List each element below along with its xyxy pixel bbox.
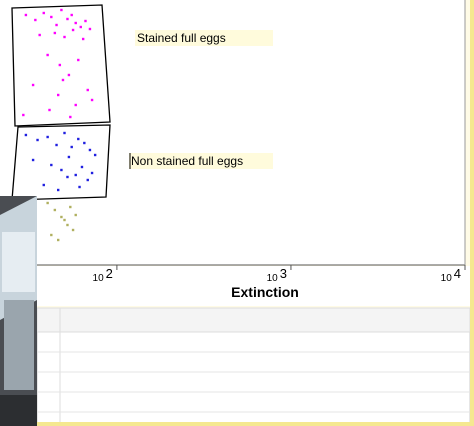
point [66, 17, 69, 21]
point [66, 223, 69, 227]
point [38, 33, 41, 37]
point [50, 163, 53, 167]
point [67, 73, 71, 77]
axis-area [0, 266, 470, 306]
point [46, 135, 49, 139]
label-bg [129, 153, 273, 169]
point [46, 53, 49, 57]
point [71, 228, 75, 232]
point [88, 27, 92, 31]
point [74, 21, 77, 25]
tick-base: 10 [441, 273, 453, 284]
point [55, 23, 58, 27]
point [63, 131, 66, 135]
point [86, 178, 89, 182]
point [48, 108, 51, 112]
point [86, 88, 89, 92]
points [22, 8, 97, 242]
point [58, 63, 62, 67]
tick-base: 10 [93, 273, 105, 284]
point [90, 98, 94, 102]
point [84, 19, 87, 23]
point [70, 145, 73, 149]
point [81, 37, 85, 41]
gate [11, 124, 111, 201]
point [71, 28, 75, 32]
point [66, 175, 69, 179]
x-tick-label: 10 3 [267, 266, 287, 284]
window-edge [470, 0, 474, 426]
tick-base: 10 [267, 273, 279, 284]
point [67, 155, 71, 159]
point [31, 158, 35, 162]
point [70, 13, 73, 17]
point [42, 11, 45, 15]
point [63, 218, 66, 222]
x-axis-label: Extinction [231, 284, 299, 300]
tick-exponent: 3 [280, 266, 287, 281]
point [56, 188, 60, 192]
ticks: 10 2 10 3 10 4 [93, 265, 466, 284]
point [74, 173, 77, 177]
point [56, 238, 60, 242]
point [77, 137, 80, 141]
point [24, 133, 28, 137]
point [34, 18, 37, 22]
point [24, 13, 28, 17]
point [60, 168, 63, 172]
gate [11, 4, 111, 127]
point [78, 185, 81, 189]
point [83, 141, 86, 145]
point [90, 171, 94, 175]
point [50, 233, 53, 237]
point [60, 8, 63, 12]
point [31, 83, 35, 87]
point [80, 165, 84, 169]
point [60, 215, 63, 219]
point [61, 78, 65, 82]
point [42, 183, 45, 187]
point [56, 93, 60, 97]
point [88, 148, 92, 152]
point [77, 58, 80, 62]
background-photo [0, 196, 37, 426]
annotation: Stained full eggs [137, 31, 226, 45]
point [74, 213, 77, 217]
x-tick-label: 10 2 [93, 266, 113, 284]
point [53, 31, 57, 35]
tick-exponent: 2 [106, 266, 113, 281]
point [46, 201, 49, 205]
point [50, 15, 53, 19]
point [53, 208, 57, 212]
x-tick-label: 10 4 [441, 266, 461, 284]
window-edge [0, 422, 474, 426]
point [36, 138, 39, 142]
point [63, 35, 66, 39]
table [36, 307, 471, 425]
point [69, 205, 72, 209]
tick-exponent: 4 [454, 266, 461, 281]
point [69, 115, 72, 119]
point [74, 103, 77, 107]
point [79, 25, 82, 29]
point [93, 153, 97, 157]
label-bg [135, 30, 273, 46]
point [22, 113, 25, 117]
point [55, 143, 58, 147]
annotation: Non stained full eggs [131, 154, 243, 168]
